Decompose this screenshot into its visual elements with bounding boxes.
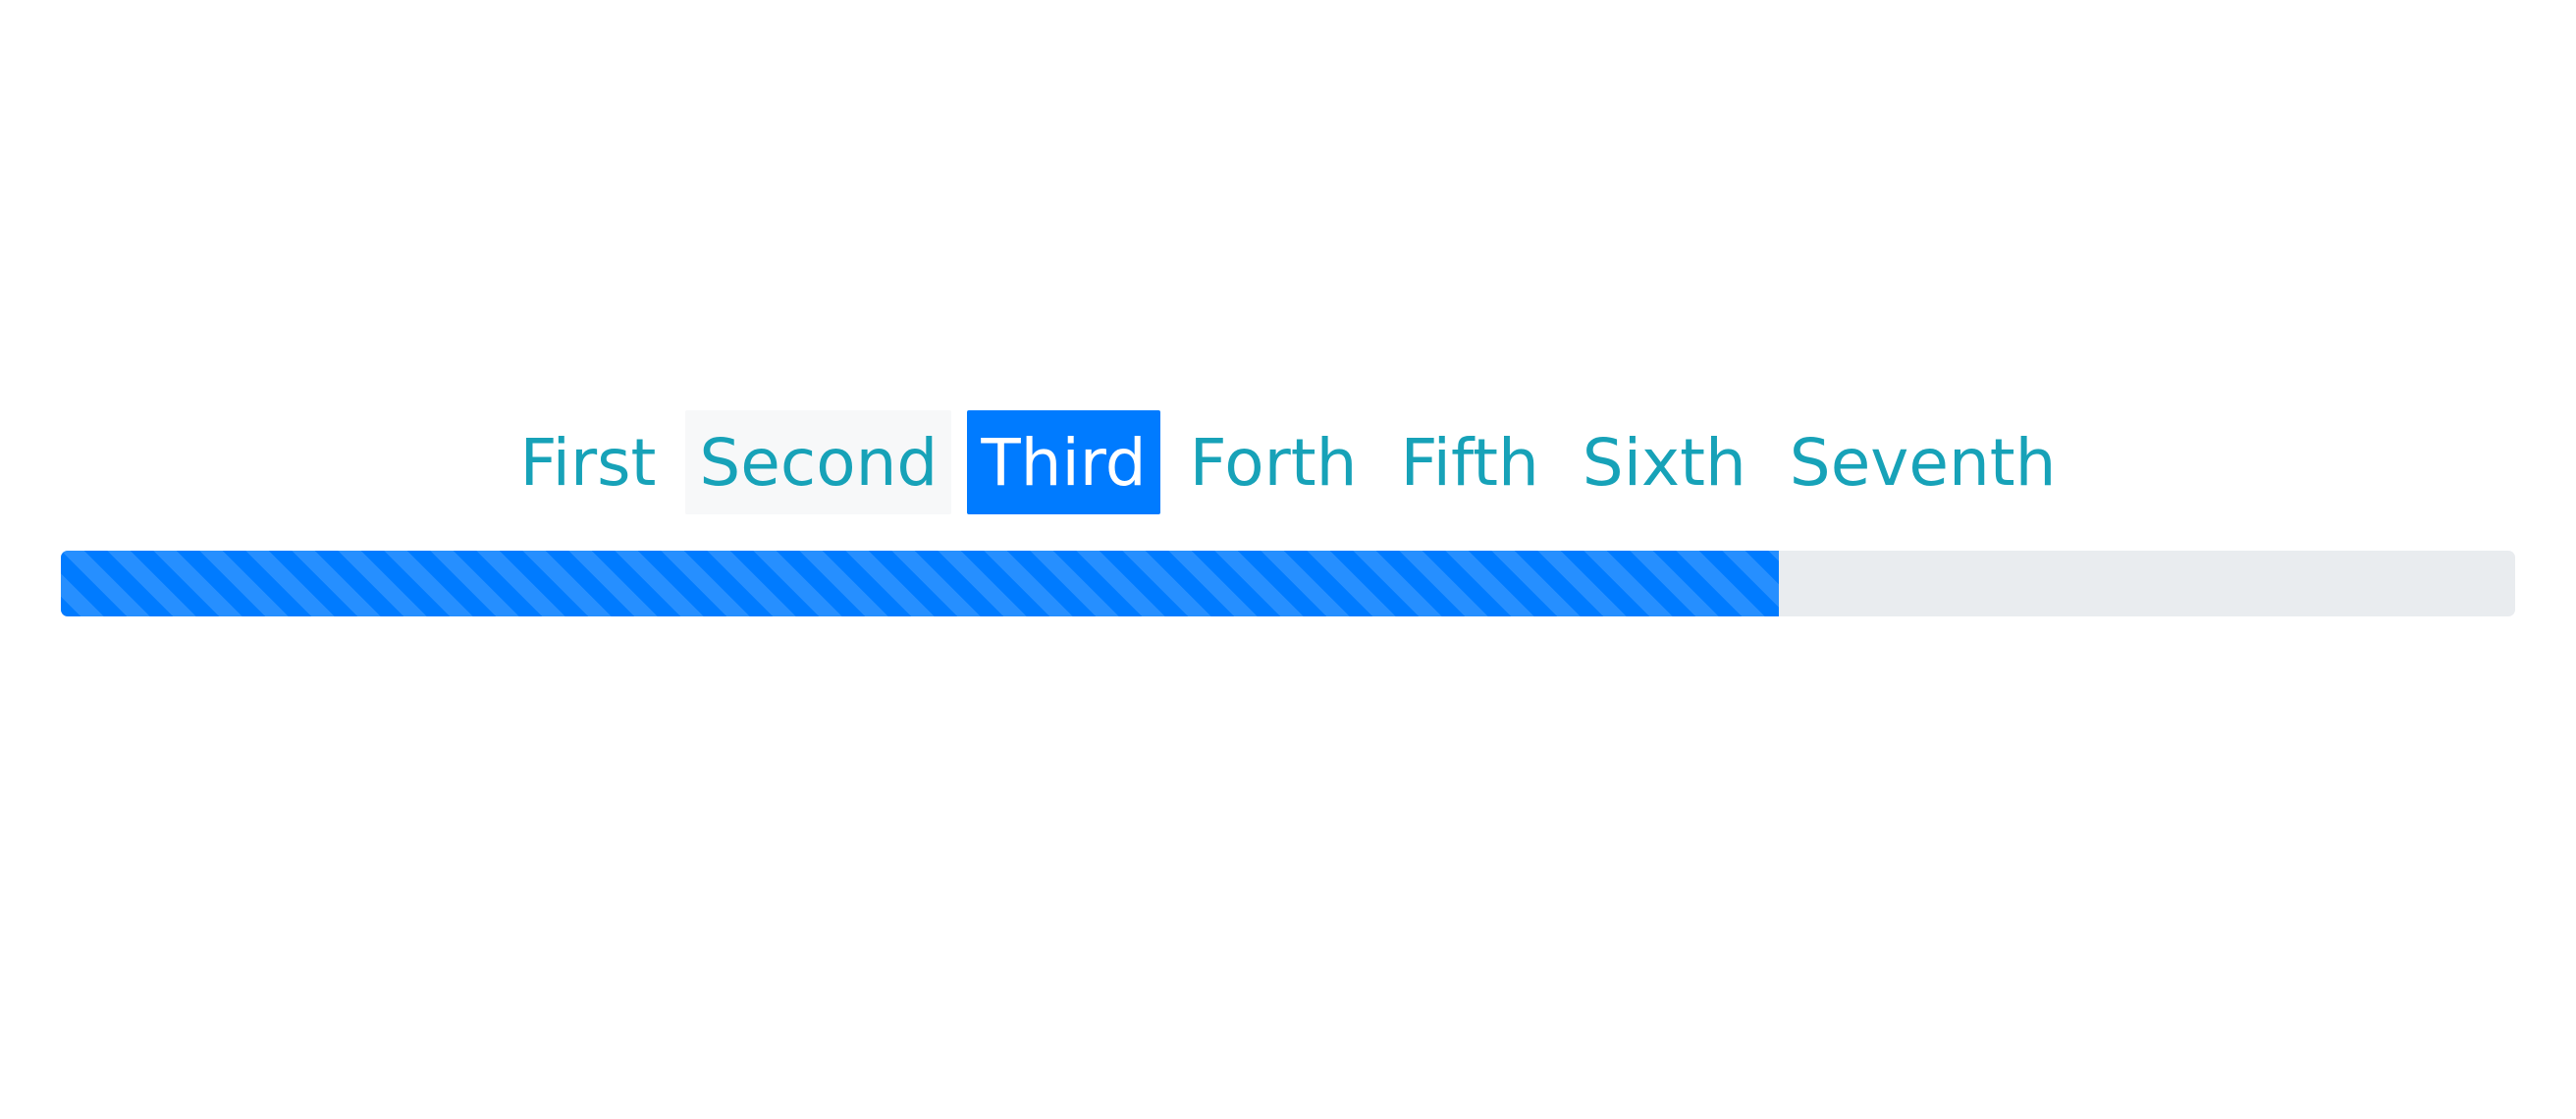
progress-bar-fill (61, 551, 1779, 616)
step-third[interactable]: Third (967, 410, 1160, 514)
step-second[interactable]: Second (685, 410, 952, 514)
step-sixth[interactable]: Sixth (1582, 424, 1746, 501)
step-forth[interactable]: Forth (1189, 424, 1358, 501)
step-fifth[interactable]: Fifth (1400, 424, 1539, 501)
step-navigation: First Second Third Forth Fifth Sixth Sev… (0, 410, 2576, 514)
step-seventh[interactable]: Seventh (1789, 424, 2057, 501)
step-first[interactable]: First (519, 424, 657, 501)
progress-track (61, 551, 2515, 616)
